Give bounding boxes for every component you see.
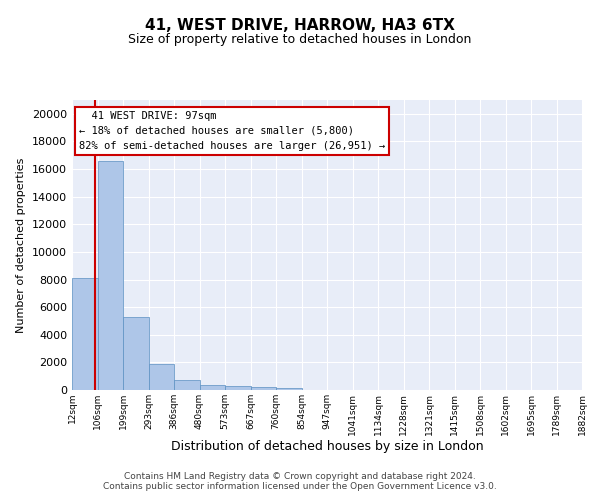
Bar xyxy=(225,386,251,390)
Bar xyxy=(97,161,123,390)
Text: Size of property relative to detached houses in London: Size of property relative to detached ho… xyxy=(128,32,472,46)
Text: 41, WEST DRIVE, HARROW, HA3 6TX: 41, WEST DRIVE, HARROW, HA3 6TX xyxy=(145,18,455,32)
Text: Contains HM Land Registry data © Crown copyright and database right 2024.: Contains HM Land Registry data © Crown c… xyxy=(124,472,476,481)
Bar xyxy=(174,380,199,390)
Text: 41 WEST DRIVE: 97sqm
← 18% of detached houses are smaller (5,800)
82% of semi-de: 41 WEST DRIVE: 97sqm ← 18% of detached h… xyxy=(79,111,385,150)
Bar xyxy=(199,385,225,390)
Y-axis label: Number of detached properties: Number of detached properties xyxy=(16,158,26,332)
Bar xyxy=(251,387,276,390)
Bar xyxy=(276,388,302,390)
Bar xyxy=(123,317,149,390)
X-axis label: Distribution of detached houses by size in London: Distribution of detached houses by size … xyxy=(170,440,484,454)
Text: Contains public sector information licensed under the Open Government Licence v3: Contains public sector information licen… xyxy=(103,482,497,491)
Bar xyxy=(72,278,97,390)
Bar xyxy=(149,364,174,390)
